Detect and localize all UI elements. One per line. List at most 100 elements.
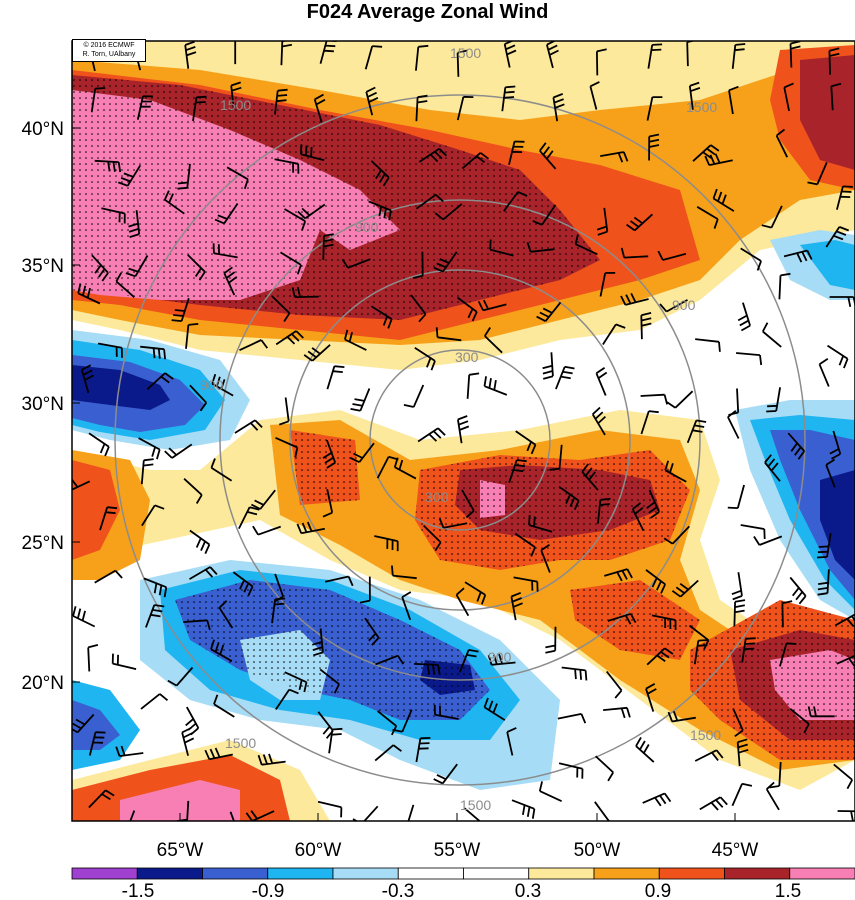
- wind-barb: [128, 210, 141, 238]
- wind-barb: [787, 432, 806, 460]
- wind-barb: [594, 755, 614, 782]
- copyright-box: © 2016 ECMWF R. Torn, UAlbany: [72, 39, 146, 62]
- wind-barb: [435, 327, 462, 342]
- wind-barb: [620, 247, 649, 259]
- wind-barb: [418, 147, 448, 163]
- wind-barb: [602, 323, 626, 345]
- colorbar-swatch: [267, 867, 334, 880]
- colorbar-label: 1.5: [775, 881, 801, 900]
- wind-barb: [526, 242, 555, 253]
- stipple-central: [290, 430, 855, 760]
- wind-barb: [455, 587, 470, 617]
- contour-label: 1500: [460, 797, 491, 813]
- wind-barb: [163, 190, 185, 215]
- wind-barb: [741, 637, 756, 663]
- wind-barb: [210, 458, 233, 482]
- wind-barb: [238, 506, 260, 530]
- wind-barb: [600, 151, 629, 163]
- wind-barb: [764, 454, 781, 482]
- wind-barb: [539, 142, 557, 170]
- wind-barb: [88, 432, 110, 457]
- wind-barb: [212, 243, 238, 259]
- wind-barb: [252, 525, 282, 536]
- wind-barb: [694, 749, 724, 762]
- wind-barb: [251, 489, 276, 510]
- wind-barb: [807, 706, 835, 718]
- wind-barb: [513, 576, 539, 592]
- wind-barb: [140, 458, 154, 485]
- wind-barb: [322, 233, 334, 260]
- wind-barb: [189, 566, 218, 580]
- wind-barb: [171, 297, 190, 322]
- wind-barb: [456, 49, 468, 77]
- wind-barb: [779, 642, 797, 667]
- wind-barb: [370, 305, 393, 329]
- wind-barb: [177, 163, 191, 190]
- wind-barb: [284, 208, 307, 231]
- wind-barb: [594, 801, 610, 821]
- wind-barb: [775, 128, 789, 158]
- wind-barb: [483, 376, 508, 396]
- wind-barb: [604, 568, 633, 582]
- wind-barb: [536, 301, 562, 322]
- wind-barb: [234, 419, 263, 434]
- wind-barb: [214, 202, 239, 225]
- wind-barb: [275, 688, 299, 711]
- wind-barb: [230, 81, 242, 110]
- wind-barb: [545, 626, 557, 654]
- wind-barb: [274, 88, 288, 115]
- wind-barb: [664, 460, 687, 483]
- wind-barb: [271, 597, 286, 624]
- wind-barb: [77, 283, 101, 305]
- wind-barb: [319, 41, 337, 64]
- contour-label: 1500: [690, 727, 721, 743]
- wind-barb: [836, 654, 855, 668]
- wind-barb: [692, 144, 720, 162]
- wind-barb: [117, 164, 142, 187]
- stipple-south: [175, 580, 490, 720]
- wind-barb: [640, 312, 652, 340]
- wind-barb: [781, 600, 793, 628]
- wind-barb: [778, 272, 791, 300]
- wind-barb: [417, 427, 446, 443]
- wind-barb: [646, 647, 674, 666]
- wind-barb: [807, 162, 828, 186]
- wind-barb: [783, 249, 813, 263]
- wind-barb: [140, 345, 166, 360]
- contour-label: 1500: [450, 45, 481, 61]
- contour-label: 900: [355, 219, 379, 235]
- wind-barb: [145, 604, 165, 628]
- wind-barb: [833, 763, 853, 790]
- lat-label-20n: 20°N: [22, 673, 64, 694]
- wind-barb: [422, 524, 442, 552]
- lat-label-30n: 30°N: [22, 394, 64, 415]
- wind-barb: [325, 575, 354, 587]
- wind-barb: [456, 95, 474, 121]
- wind-barb: [300, 144, 325, 162]
- wind-barb: [555, 365, 575, 390]
- wind-barb: [818, 357, 830, 387]
- wind-barb: [234, 41, 237, 65]
- wind-barb: [87, 644, 99, 672]
- wind-barb: [591, 406, 607, 436]
- wind-barb: [817, 569, 830, 596]
- wind-barb: [540, 544, 551, 573]
- wind-barb: [365, 86, 379, 116]
- wind-barb: [328, 727, 343, 754]
- wind-barb: [326, 365, 345, 390]
- wind-barb: [313, 93, 326, 123]
- wind-barb: [280, 41, 293, 66]
- wind-barb: [506, 727, 517, 756]
- wind-barb: [477, 299, 507, 312]
- wind-barb: [391, 565, 417, 580]
- wind-barb: [704, 153, 733, 166]
- wind-barb: [341, 258, 371, 269]
- wind-barb: [736, 738, 749, 767]
- wind-barb: [789, 708, 810, 734]
- map-frame: [71, 40, 855, 822]
- wind-barb: [834, 613, 855, 627]
- wind-barb: [352, 805, 379, 821]
- wind-barb: [483, 697, 506, 721]
- wind-barb: [511, 799, 536, 819]
- colorbar-label: 0.9: [645, 881, 671, 900]
